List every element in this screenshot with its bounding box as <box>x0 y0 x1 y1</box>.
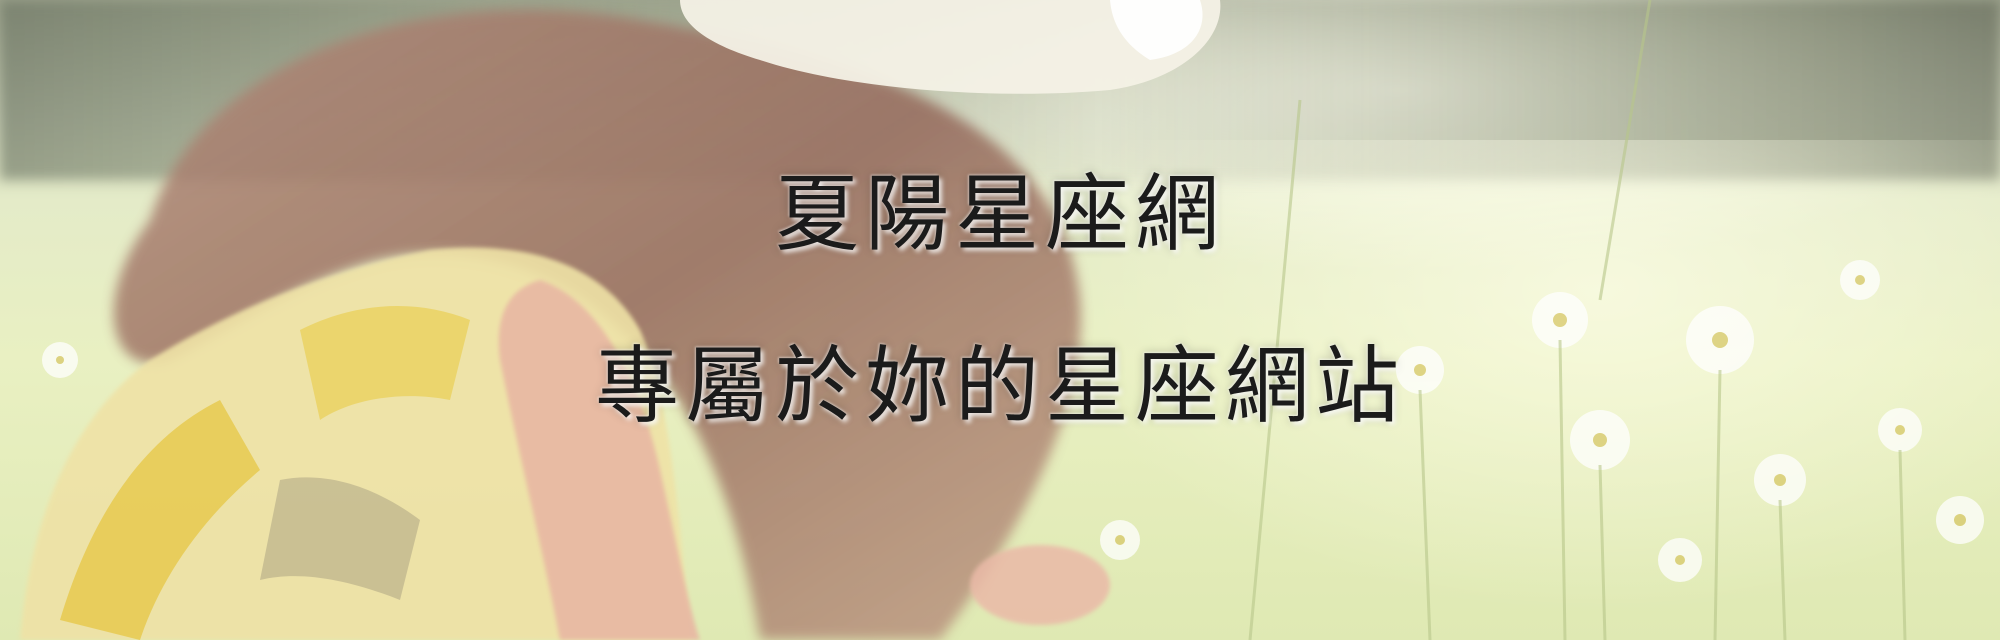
daisy-icon <box>1754 454 1806 506</box>
daisy-icon <box>1840 260 1880 300</box>
daisy-icon <box>1686 306 1754 374</box>
dress-pattern-2 <box>300 306 470 420</box>
daisy-icon <box>1396 346 1444 394</box>
daisy-icon <box>1936 496 1984 544</box>
daisy-icon <box>1532 292 1588 348</box>
daisy-icon <box>1100 520 1140 560</box>
dress-pattern-3 <box>260 477 420 600</box>
girl-picking-flowers-image <box>20 0 1221 640</box>
daisy-icon <box>1570 410 1630 470</box>
site-title: 夏陽星座網 <box>774 165 1225 263</box>
hair-shape <box>113 9 1081 640</box>
arm-shape <box>498 280 700 640</box>
hand-shape <box>970 545 1110 625</box>
dress-pattern <box>60 400 260 640</box>
daisy-icon <box>1878 408 1922 452</box>
site-tagline: 專屬於妳的星座網站 <box>594 337 1405 435</box>
daisy-icon <box>42 342 78 378</box>
hat-shape <box>680 0 1221 94</box>
daisy-icon <box>1658 538 1702 582</box>
sunlight-glow <box>1000 140 2000 640</box>
hat-ribbon <box>1110 0 1203 60</box>
